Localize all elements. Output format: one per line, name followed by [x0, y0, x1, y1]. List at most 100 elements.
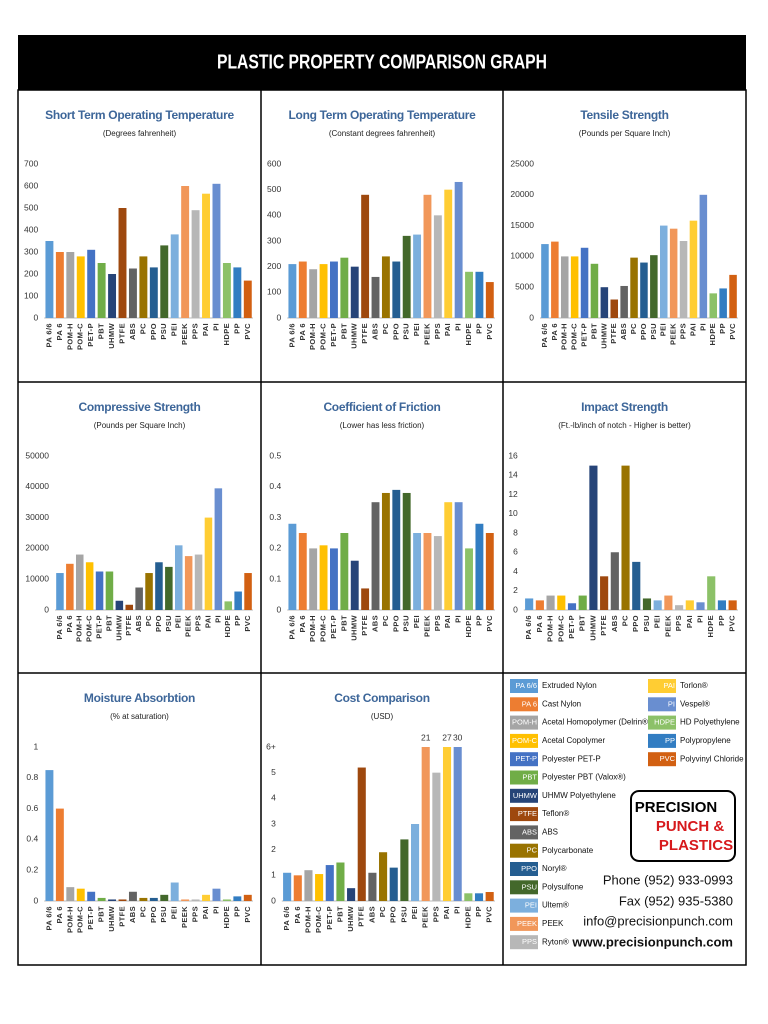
chart-title: Cost Comparison	[334, 691, 430, 705]
bar	[620, 285, 628, 318]
x-tick-label: PTFE	[117, 323, 126, 344]
bar	[580, 247, 589, 318]
bar	[485, 892, 494, 901]
x-tick-label: PSU	[399, 906, 408, 923]
legend-code: PPO	[521, 864, 537, 873]
bar	[669, 228, 678, 318]
header-bar	[18, 35, 746, 90]
x-tick-label: ABS	[128, 323, 137, 340]
bar	[361, 588, 370, 610]
x-tick-label: ABS	[610, 615, 619, 632]
y-tick-label: 0.2	[26, 864, 38, 874]
bar	[340, 257, 349, 318]
x-tick-label: PP	[717, 615, 726, 626]
bar	[689, 220, 698, 318]
x-tick-label: PA 6/6	[540, 323, 549, 348]
bar	[413, 533, 422, 610]
y-tick-label: 10000	[25, 573, 49, 583]
bar	[293, 875, 302, 901]
bar	[642, 598, 652, 610]
x-tick-label: POM-C	[319, 615, 328, 642]
y-tick-label: 4	[513, 566, 518, 576]
bar	[87, 249, 96, 318]
y-tick-label: 3	[271, 818, 276, 828]
legend-code: PAI	[663, 681, 675, 690]
x-tick-label: POM-C	[319, 323, 328, 350]
x-tick-label: PA 6/6	[524, 615, 533, 640]
bar	[128, 891, 137, 901]
x-tick-label: PC	[629, 323, 638, 334]
email: info@precisionpunch.com	[583, 913, 733, 928]
bar	[288, 264, 297, 318]
x-tick-label: PVC	[485, 323, 494, 340]
bar	[371, 502, 380, 610]
x-tick-label: PSU	[164, 615, 173, 632]
bar	[600, 576, 609, 610]
chart-subtitle: (Constant degrees fahrenheit)	[329, 129, 436, 138]
y-tick-label: 0	[276, 312, 281, 322]
bar	[368, 872, 377, 901]
bar	[570, 256, 579, 318]
y-tick-label: 50000	[25, 450, 49, 460]
legend-name: HD Polyethylene	[680, 718, 740, 727]
bar	[194, 554, 203, 610]
bar	[55, 808, 64, 901]
bar	[350, 266, 359, 318]
y-tick-label: 14	[508, 470, 518, 480]
x-tick-label: ABS	[370, 323, 379, 340]
bar	[170, 234, 179, 318]
x-tick-label: PA 6/6	[287, 323, 296, 348]
y-tick-label: 10	[508, 508, 518, 518]
legend-name: Polyester PET-P	[542, 754, 601, 763]
legend-name: Torlon®	[680, 681, 708, 690]
x-tick-label: PC	[378, 906, 387, 917]
x-tick-label: PBT	[578, 615, 587, 631]
bar	[410, 824, 420, 901]
x-tick-label: PBT	[97, 323, 106, 339]
legend-swatch	[510, 770, 538, 785]
bar	[717, 600, 727, 610]
bar	[298, 261, 307, 318]
x-tick-label: PA 6	[298, 323, 307, 340]
bars	[283, 747, 494, 901]
x-tick-label: ABS	[367, 906, 376, 923]
bar	[402, 492, 411, 610]
bar	[330, 548, 338, 610]
legend-code: POM-C	[512, 736, 538, 745]
y-tick-label: 0	[529, 312, 534, 322]
x-tick-label: PPS	[433, 615, 442, 631]
bar	[719, 288, 727, 318]
bar	[423, 533, 432, 610]
bar	[139, 897, 148, 901]
x-tick-label: HDPE	[708, 323, 717, 345]
legend: PA 6/6 Extruded Nylon PA 6 Cast Nylon POM-H A…	[510, 679, 744, 950]
x-tick-label: PVC	[243, 323, 252, 340]
x-tick-label: PP	[232, 906, 241, 917]
x-tick-label: UHMW	[107, 905, 116, 931]
x-tick-label: PVC	[485, 615, 494, 632]
legend-name: Polyvinyl Chloride	[680, 754, 744, 763]
bar	[309, 548, 318, 610]
y-tick-label: 100	[24, 290, 38, 300]
bar	[433, 215, 442, 318]
x-tick-label: PET-P	[567, 615, 576, 639]
legend-name: Noryl®	[542, 864, 567, 873]
bar	[288, 523, 297, 610]
x-tick-label: PC	[138, 906, 147, 917]
x-tick-label: POM-H	[75, 615, 84, 642]
x-tick-label: PA 6/6	[44, 906, 53, 931]
y-tick-label: 4	[271, 793, 276, 803]
bar	[567, 603, 577, 610]
chart: Compressive Strength (Pounds per Square I…	[25, 400, 253, 642]
x-tick-label: PBT	[104, 615, 113, 631]
bar	[118, 208, 127, 318]
x-tick-label: PET-P	[325, 906, 334, 930]
bar	[155, 562, 163, 610]
bar	[557, 595, 566, 610]
bar	[485, 533, 494, 610]
legend-swatch	[510, 880, 538, 895]
bar	[650, 255, 658, 318]
x-tick-label: POM-C	[314, 906, 323, 933]
bar	[66, 252, 75, 318]
logo-line: PRECISION	[635, 799, 718, 816]
